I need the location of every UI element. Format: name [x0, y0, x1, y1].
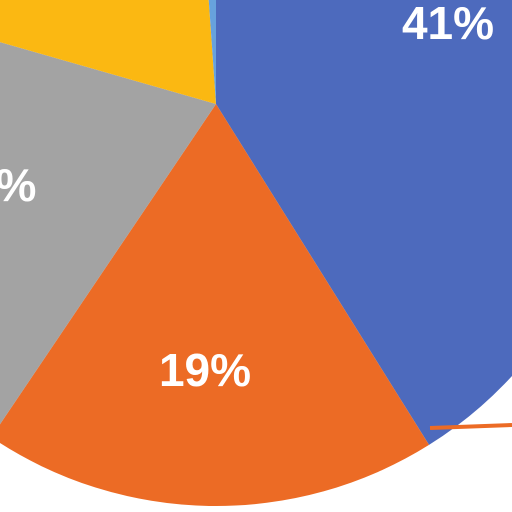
- pie-slice-4: [0, 0, 216, 104]
- pie-slice-1: [216, 0, 512, 445]
- pie-slice-2: [0, 104, 430, 506]
- pie-slice-3: [0, 42, 216, 425]
- slice-label-gray: %: [0, 159, 36, 211]
- leader-line: [429, 423, 512, 430]
- pie-slice-5: [208, 0, 216, 104]
- slice-label-41: 41%: [402, 0, 494, 49]
- slice-label-19: 19%: [159, 344, 251, 396]
- slice-labels: 41% 19% %: [0, 0, 494, 396]
